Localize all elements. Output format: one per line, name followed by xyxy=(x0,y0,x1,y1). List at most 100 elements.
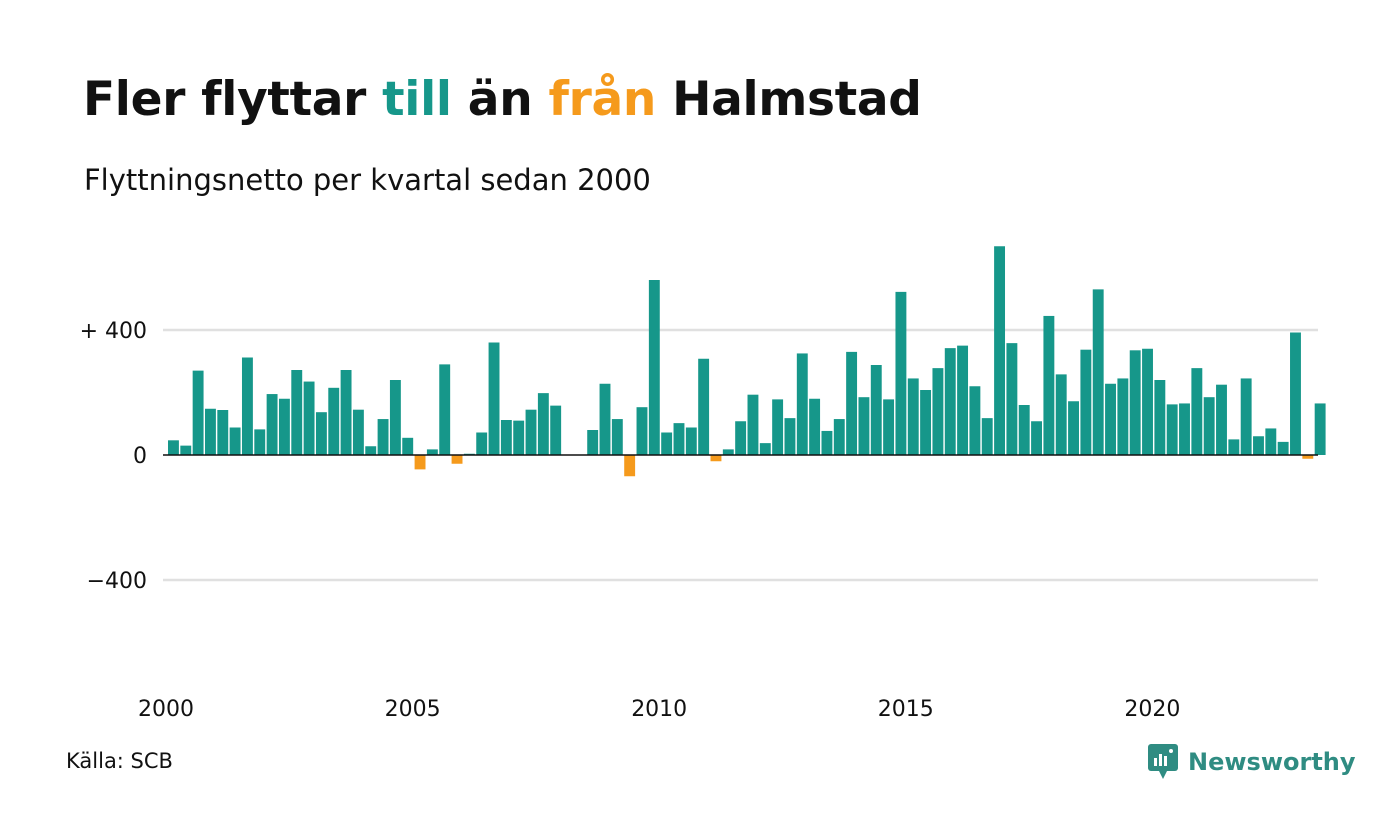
bar xyxy=(389,380,401,455)
bar xyxy=(710,455,722,462)
bar xyxy=(426,449,438,456)
bar xyxy=(513,420,525,456)
x-axis-labels: 2000 2005 2010 2015 2020 xyxy=(138,697,1180,722)
bar xyxy=(932,368,944,456)
bar xyxy=(870,365,882,455)
bar xyxy=(1129,350,1141,455)
bar xyxy=(1203,397,1215,455)
bar xyxy=(180,445,192,456)
bar xyxy=(735,421,747,455)
bar xyxy=(1191,368,1203,456)
newsworthy-logo: Newsworthy xyxy=(1148,744,1356,780)
bar xyxy=(673,423,685,456)
bar xyxy=(500,420,512,455)
bar xyxy=(328,387,340,455)
bar xyxy=(340,370,352,455)
grid-lines xyxy=(163,328,1318,582)
bar xyxy=(1228,439,1240,456)
bar xyxy=(1043,315,1055,455)
bar xyxy=(1277,441,1289,456)
title-part-1: Fler flyttar xyxy=(83,72,383,127)
bar xyxy=(1302,455,1314,459)
bar xyxy=(1117,378,1129,455)
bar xyxy=(698,358,710,455)
x-tick-label: 2005 xyxy=(385,697,441,722)
bar xyxy=(772,399,784,456)
bar xyxy=(994,246,1006,455)
bar xyxy=(537,393,549,456)
bar xyxy=(661,432,673,455)
bar xyxy=(402,437,414,455)
newsworthy-logo-icon xyxy=(1148,744,1178,779)
y-tick-label: 0 xyxy=(133,444,147,469)
bar xyxy=(192,370,204,456)
bar xyxy=(981,418,993,456)
bar xyxy=(550,405,562,456)
bars xyxy=(168,246,1326,477)
bar xyxy=(315,412,327,455)
bar xyxy=(747,394,759,455)
bar xyxy=(451,455,463,464)
x-tick-label: 2015 xyxy=(878,697,934,722)
bar xyxy=(648,280,660,455)
bar xyxy=(254,429,266,456)
bar xyxy=(821,430,833,455)
bar xyxy=(291,370,303,455)
source-label: Källa: SCB xyxy=(66,749,173,773)
bar xyxy=(944,348,956,456)
bar xyxy=(476,432,488,455)
logo-text: Newsworthy xyxy=(1188,748,1356,776)
bar xyxy=(587,430,599,455)
bar xyxy=(883,399,895,456)
bar xyxy=(266,394,278,455)
bar xyxy=(809,398,821,455)
bar xyxy=(1105,383,1116,455)
x-tick-label: 2010 xyxy=(631,697,687,722)
bar xyxy=(377,419,389,455)
bar xyxy=(439,364,451,456)
bar xyxy=(217,410,229,455)
bar xyxy=(414,455,426,470)
bar xyxy=(1216,384,1227,455)
bar xyxy=(833,419,845,455)
bar xyxy=(846,351,858,456)
x-tick-label: 2000 xyxy=(138,697,194,722)
bar xyxy=(241,357,253,455)
bar xyxy=(1092,289,1104,456)
bar xyxy=(303,381,315,455)
bar xyxy=(685,427,697,455)
bar xyxy=(969,386,981,455)
bar xyxy=(168,440,179,455)
bar xyxy=(1068,401,1079,455)
title-part-5: Halmstad xyxy=(656,72,922,127)
bar xyxy=(907,378,919,455)
title-fran: från xyxy=(548,72,657,127)
bar xyxy=(759,443,771,456)
bar xyxy=(1179,403,1190,455)
bar xyxy=(1314,403,1326,455)
bar xyxy=(636,407,648,455)
bar xyxy=(895,291,907,456)
y-tick-label: −400 xyxy=(87,569,147,594)
bar xyxy=(488,342,500,455)
bar xyxy=(365,446,377,455)
bar xyxy=(204,408,216,455)
chart-subtitle: Flyttningsnetto per kvartal sedan 2000 xyxy=(84,163,651,197)
bar xyxy=(1265,428,1277,455)
title-till: till xyxy=(382,72,452,127)
bar xyxy=(1166,404,1178,456)
bar xyxy=(1290,332,1301,455)
bar xyxy=(1031,421,1042,455)
bar xyxy=(722,449,734,456)
bar xyxy=(1006,343,1018,456)
bar xyxy=(229,427,241,455)
bar xyxy=(352,409,364,455)
bar xyxy=(1154,380,1166,455)
bar xyxy=(1253,436,1264,455)
bar xyxy=(920,390,932,455)
bar xyxy=(1142,348,1153,455)
bar xyxy=(1055,374,1067,456)
bar xyxy=(957,345,969,456)
bar xyxy=(278,398,290,455)
